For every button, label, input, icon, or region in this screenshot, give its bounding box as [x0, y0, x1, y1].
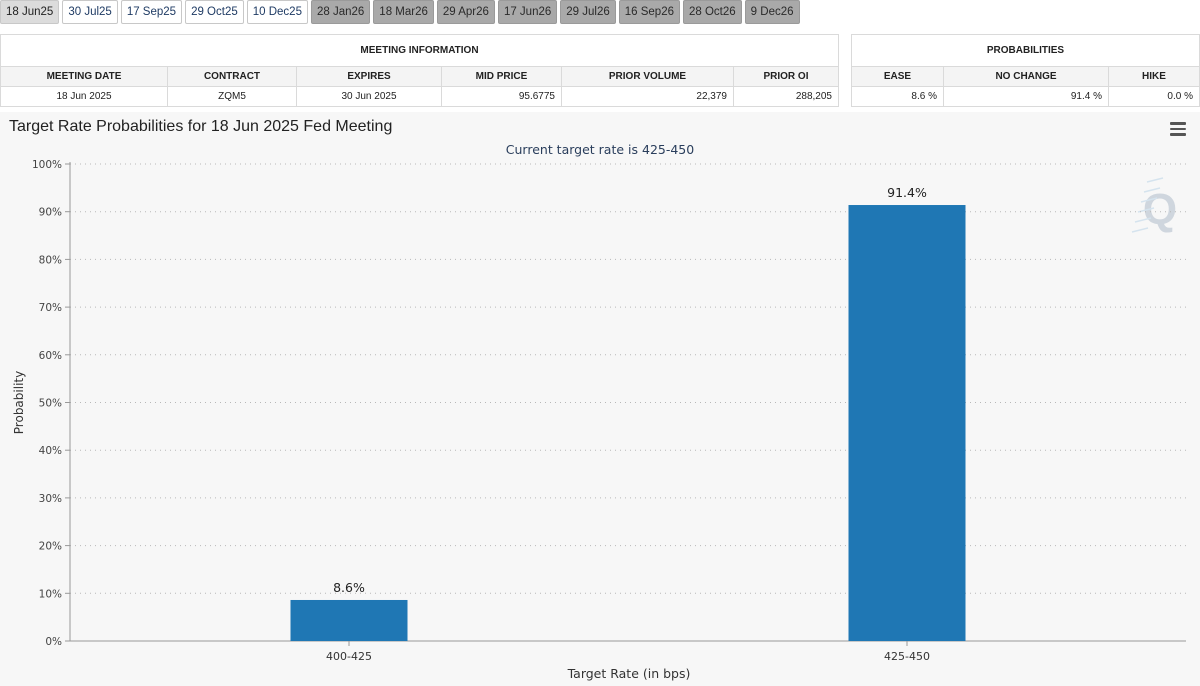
watermark-stroke: [1140, 197, 1158, 203]
table-row: 18 Jun 2025 ZQM5 30 Jun 2025 95.6775 22,…: [0, 86, 839, 107]
tab-28-oct26[interactable]: 28 Oct26: [683, 0, 742, 24]
meeting-information-table: MEETING INFORMATION MEETING DATE CONTRAC…: [0, 34, 839, 107]
tab-28-jan26[interactable]: 28 Jan26: [310, 0, 371, 24]
data-label: 91.4%: [887, 185, 927, 200]
x-axis-title: Target Rate (in bps): [567, 666, 691, 681]
y-tick-label: 40%: [39, 445, 62, 457]
col-mid-price: MID PRICE: [441, 66, 562, 87]
meeting-tabs: 18 Jun25 30 Jul25 17 Sep25 29 Oct25 10 Dec25…: [0, 0, 800, 26]
tab-10-dec25[interactable]: 10 Dec25: [246, 0, 308, 24]
chart-title: Target Rate Probabilities for 18 Jun 202…: [9, 118, 393, 135]
y-axis-title: Probability: [12, 371, 26, 434]
chart-subtitle: Current target rate is 425-450: [505, 142, 695, 157]
x-tick-label: 425-450: [884, 650, 930, 663]
y-tick-label: 20%: [39, 541, 62, 553]
y-tick-label: 60%: [39, 350, 62, 362]
watermark-stroke: [1131, 227, 1149, 233]
watermark-stroke: [1143, 187, 1161, 193]
y-tick-label: 70%: [39, 302, 62, 314]
col-meeting-date: MEETING DATE: [0, 66, 168, 87]
prior-volume-value: 22,379: [561, 86, 734, 107]
tab-17-sep25[interactable]: 17 Sep25: [120, 0, 183, 24]
bar-chart: Q0%10%20%30%40%50%60%70%80%90%100%8.6%40…: [12, 159, 1186, 681]
tab-30-jul25[interactable]: 30 Jul25: [62, 0, 118, 24]
col-prior-volume: PRIOR VOLUME: [561, 66, 734, 87]
col-contract: CONTRACT: [167, 66, 297, 87]
col-hike: HIKE: [1108, 66, 1200, 87]
tab-29-apr26[interactable]: 29 Apr26: [436, 0, 495, 24]
table-row: 8.6 % 91.4 % 0.0 %: [851, 86, 1200, 107]
tab-18-jun25[interactable]: 18 Jun25: [0, 0, 60, 24]
y-tick-label: 50%: [39, 398, 62, 410]
meeting-date-value: 18 Jun 2025: [0, 86, 168, 107]
tab-29-jul26[interactable]: 29 Jul26: [560, 0, 616, 24]
hike-value: 0.0 %: [1108, 86, 1200, 107]
mid-price-value: 95.6775: [441, 86, 562, 107]
probabilities-heading: PROBABILITIES: [851, 34, 1200, 67]
tab-9-dec26[interactable]: 9 Dec26: [744, 0, 800, 24]
col-ease: EASE: [851, 66, 944, 87]
watermark-stroke: [1134, 217, 1152, 223]
prior-oi-value: 288,205: [733, 86, 839, 107]
col-expires: EXPIRES: [296, 66, 442, 87]
y-tick-label: 100%: [32, 159, 62, 171]
hamburger-menu-icon[interactable]: [1170, 122, 1186, 136]
y-tick-label: 0%: [45, 636, 62, 648]
tab-18-mar26[interactable]: 18 Mar26: [373, 0, 434, 24]
bar-425-450: [848, 205, 966, 641]
y-tick-label: 10%: [39, 588, 62, 600]
ease-value: 8.6 %: [851, 86, 944, 107]
col-no-change: NO CHANGE: [943, 66, 1109, 87]
contract-value: ZQM5: [167, 86, 297, 107]
x-tick-label: 400-425: [326, 650, 372, 663]
tab-29-oct25[interactable]: 29 Oct25: [185, 0, 244, 24]
tab-16-sep26[interactable]: 16 Sep26: [618, 0, 680, 24]
data-label: 8.6%: [333, 580, 365, 595]
chart-container: Target Rate Probabilities for 18 Jun 202…: [0, 112, 1200, 686]
bar-400-425: [290, 599, 408, 641]
y-tick-label: 90%: [39, 207, 62, 219]
tab-17-jun26[interactable]: 17 Jun26: [497, 0, 558, 24]
meeting-information-heading: MEETING INFORMATION: [0, 34, 839, 67]
no-change-value: 91.4 %: [943, 86, 1109, 107]
probabilities-table: PROBABILITIES EASE NO CHANGE HIKE 8.6 % …: [851, 34, 1200, 107]
col-prior-oi: PRIOR OI: [733, 66, 839, 87]
y-tick-label: 30%: [39, 493, 62, 505]
y-tick-label: 80%: [39, 254, 62, 266]
expires-value: 30 Jun 2025: [296, 86, 442, 107]
watermark-stroke: [1146, 177, 1164, 183]
